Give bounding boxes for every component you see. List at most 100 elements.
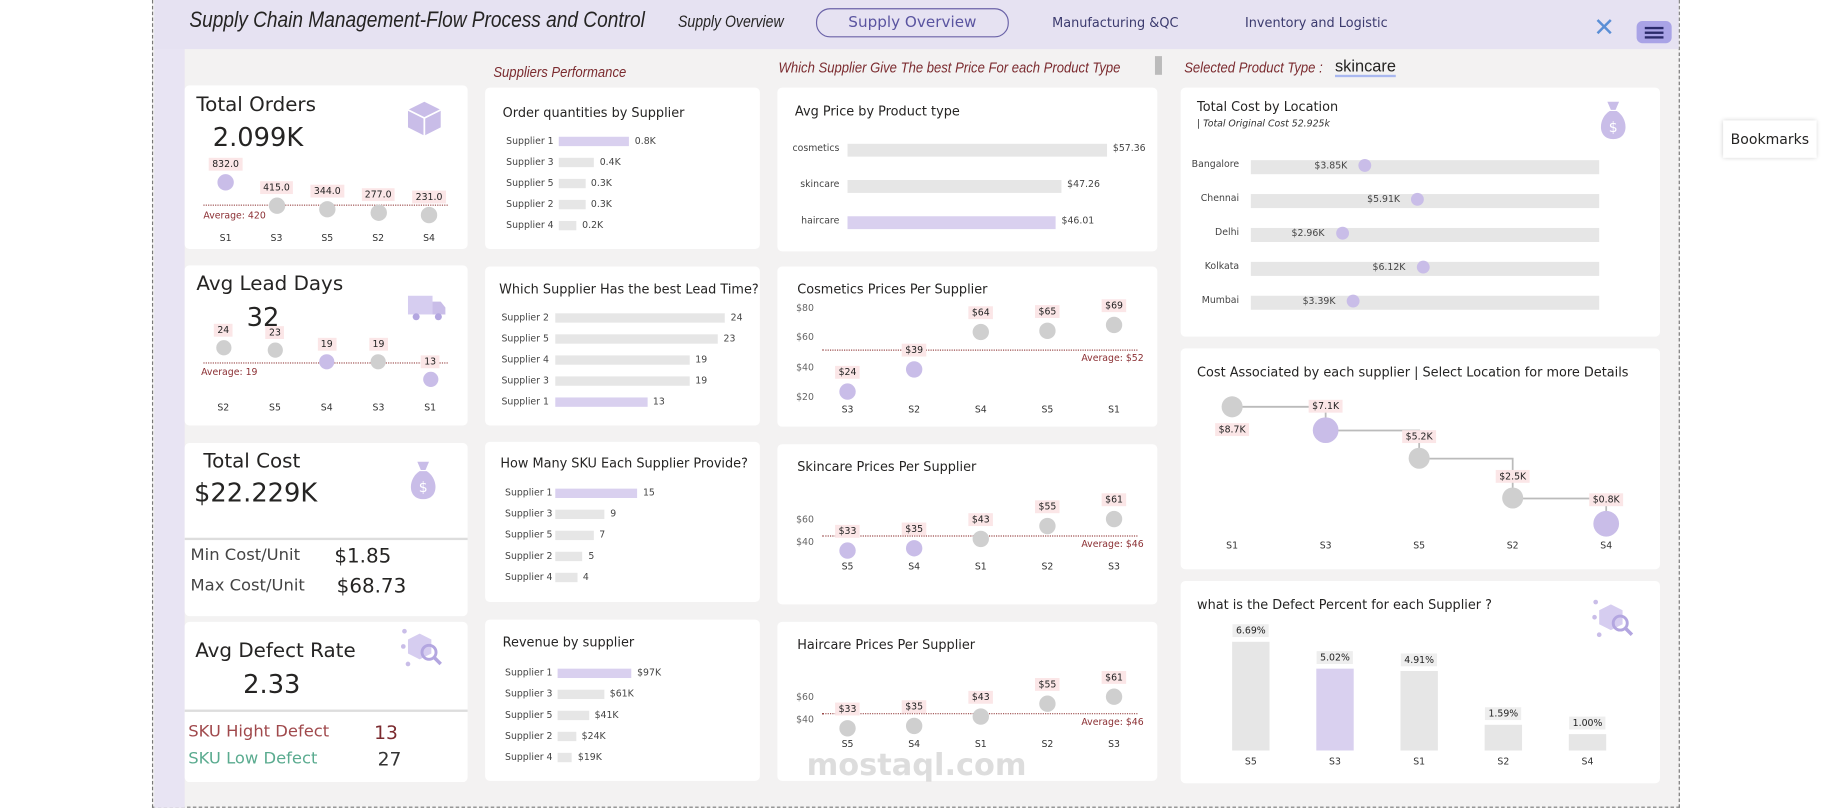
chart-title: Total Cost by Location: [1197, 99, 1339, 115]
y-tick-label: $80: [796, 302, 814, 314]
nav-manufacturing-qc[interactable]: Manufacturing &QC: [1052, 15, 1179, 31]
x-tick-label: S3: [372, 402, 385, 413]
category-label: Supplier 2: [506, 198, 554, 210]
package-icon: [407, 101, 442, 136]
y-tick-label: $60: [796, 514, 814, 525]
bar: [847, 143, 1108, 157]
truck-icon: [407, 295, 446, 321]
data-label: $43: [968, 513, 994, 527]
section-suppliers-performance: Suppliers Performance: [493, 63, 627, 81]
x-tick-label: S5: [321, 232, 334, 244]
value-label: $41K: [594, 709, 619, 721]
chart-title: Cost Associated by each supplier | Selec…: [1197, 364, 1629, 380]
x-tick-label: S2: [217, 402, 230, 413]
x-tick-label: S5: [841, 561, 854, 572]
bar: [555, 572, 578, 583]
data-label: $5.2K: [1402, 430, 1437, 444]
selected-product-value[interactable]: skincare: [1334, 56, 1396, 78]
data-point: [267, 342, 283, 358]
category-label: Supplier 4: [505, 751, 553, 763]
data-point: [905, 361, 923, 378]
data-label: 23: [265, 326, 285, 340]
column-bar: [1484, 724, 1523, 751]
data-point: [905, 717, 923, 735]
data-label: $33: [835, 702, 860, 716]
value-label: 0.4K: [599, 156, 621, 168]
card-title: Avg Lead Days: [196, 272, 344, 296]
bar: [555, 530, 594, 541]
category-label: Supplier 5: [505, 529, 553, 541]
bar: [555, 488, 638, 498]
value-label: 13: [652, 396, 665, 407]
bar: [847, 216, 1056, 230]
category-label: Kolkata: [1204, 260, 1240, 272]
revenue-card: Revenue by supplier Supplier 1 $97K Supplie…: [485, 619, 760, 781]
category-label: Supplier 3: [506, 156, 554, 168]
total-orders-card: Total Orders 2.099K Average: 420 832.0 S1 4…: [184, 85, 468, 249]
bar: [555, 509, 605, 520]
category-label: Supplier 4: [505, 571, 553, 583]
scroll-marker: [1154, 56, 1162, 75]
y-tick-label: $60: [796, 691, 814, 703]
report-title: Supply Chain Management-Flow Process and…: [189, 8, 645, 33]
sku-high-defect-value: 13: [374, 721, 398, 744]
watermark: mostaql.com: [806, 748, 1027, 784]
bar: [555, 397, 648, 407]
nav-supply-overview[interactable]: Supply Overview: [815, 8, 1009, 38]
chart-title: Order quantities by Supplier: [502, 105, 685, 121]
data-label: 415.0: [259, 180, 294, 194]
data-label: $65: [1034, 305, 1060, 318]
x-tick-label: S5: [269, 402, 281, 413]
value-label: 15: [642, 487, 655, 498]
x-tick-label: S3: [1319, 540, 1332, 551]
data-label: $2.5K: [1495, 470, 1530, 484]
close-x-icon[interactable]: ✕: [1593, 14, 1615, 44]
chart-title: Revenue by supplier: [502, 634, 635, 650]
data-point: [369, 204, 387, 222]
chart-title: what is the Defect Percent for each Supp…: [1197, 597, 1492, 613]
y-tick-label: $40: [796, 536, 814, 548]
category-label: Supplier 3: [505, 688, 553, 700]
category-label: Supplier 5: [501, 333, 549, 344]
value-label: $24K: [581, 730, 606, 742]
bar: [557, 668, 632, 679]
bar-track: [1250, 295, 1600, 310]
x-tick-label: S3: [841, 404, 854, 415]
x-tick-label: S2: [1497, 756, 1510, 767]
x-tick-label: S1: [974, 738, 987, 750]
data-label: $43: [968, 691, 994, 705]
value-label: $2.96K: [1291, 227, 1325, 239]
bar: [557, 752, 573, 763]
bar: [555, 551, 583, 562]
average-label: Average: $46: [1081, 539, 1144, 550]
bar: [557, 689, 604, 700]
divider: [184, 537, 468, 541]
data-point: [422, 371, 438, 387]
y-tick-label: $60: [796, 332, 814, 343]
nav-inventory-logistic[interactable]: Inventory and Logistic: [1244, 15, 1388, 31]
value-label: 19: [695, 354, 708, 365]
data-point: [1105, 688, 1123, 705]
x-tick-label: S3: [1108, 561, 1121, 572]
x-tick-label: S1: [1108, 404, 1121, 415]
value-label: $3.39K: [1302, 295, 1336, 307]
data-label: 5.02%: [1316, 651, 1354, 665]
column-bar: [1316, 668, 1354, 751]
value-marker: [1335, 226, 1349, 240]
value-label: 19: [695, 375, 708, 386]
money-bag-icon: $: [1600, 101, 1626, 140]
average-line: [821, 350, 1138, 352]
value-marker: [1411, 192, 1425, 206]
value-label: $47.26: [1067, 178, 1100, 190]
x-tick-label: S2: [908, 404, 921, 415]
value-label: $3.85K: [1314, 160, 1348, 171]
supplier-cost-card: Cost Associated by each supplier | Selec…: [1180, 348, 1660, 570]
x-tick-label: S1: [219, 232, 232, 244]
hamburger-icon[interactable]: [1636, 21, 1672, 44]
data-label: $35: [901, 522, 927, 536]
data-label: 4.91%: [1400, 653, 1438, 667]
category-label: Supplier 4: [506, 219, 554, 231]
x-tick-label: S3: [1329, 756, 1341, 767]
defect-search-icon: [1592, 599, 1634, 638]
max-cost-label: Max Cost/Unit: [190, 576, 305, 596]
